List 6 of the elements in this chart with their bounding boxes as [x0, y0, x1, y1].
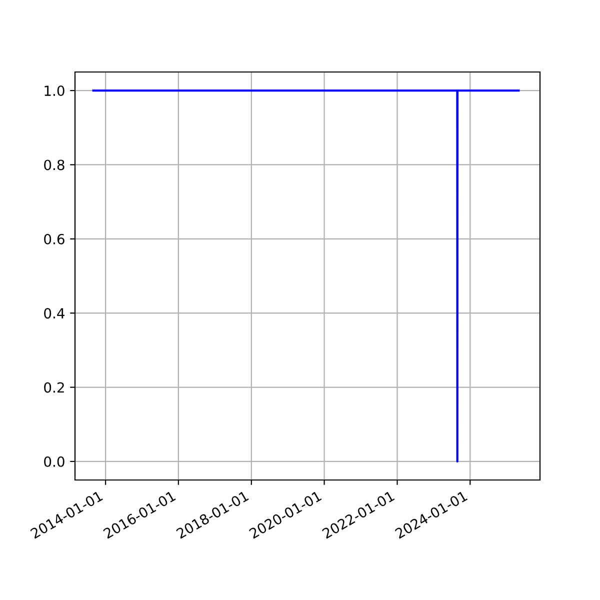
y-tick-label: 0.0	[44, 456, 64, 467]
y-tick-label: 1.0	[44, 86, 64, 96]
y-tick-label: 0.2	[44, 382, 64, 393]
y-tick-label: 0.8	[44, 160, 64, 170]
y-tick-label: 0.6	[44, 234, 64, 244]
y-tick-label: 0.4	[44, 308, 64, 319]
